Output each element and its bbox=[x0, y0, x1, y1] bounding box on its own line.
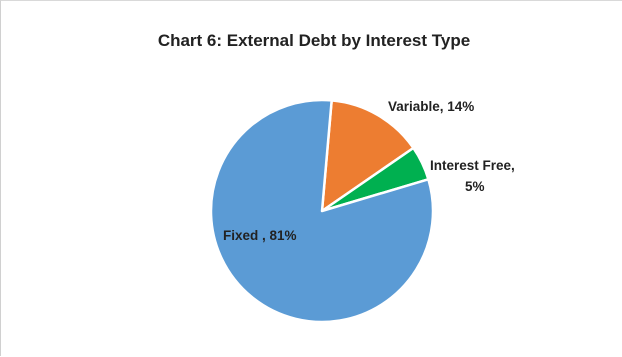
data-label-interest-free-line1: Interest Free, bbox=[430, 158, 515, 173]
pie-slices bbox=[209, 98, 435, 324]
pie-slice-fixed bbox=[209, 98, 435, 324]
chart-title: Chart 6: External Debt by Interest Type bbox=[158, 31, 470, 50]
data-label-interest-free-line2: 5% bbox=[465, 179, 485, 194]
data-label-variable: Variable, 14% bbox=[388, 99, 474, 114]
pie-slice-variable bbox=[320, 99, 415, 213]
data-label-fixed: Fixed , 81% bbox=[223, 228, 297, 243]
